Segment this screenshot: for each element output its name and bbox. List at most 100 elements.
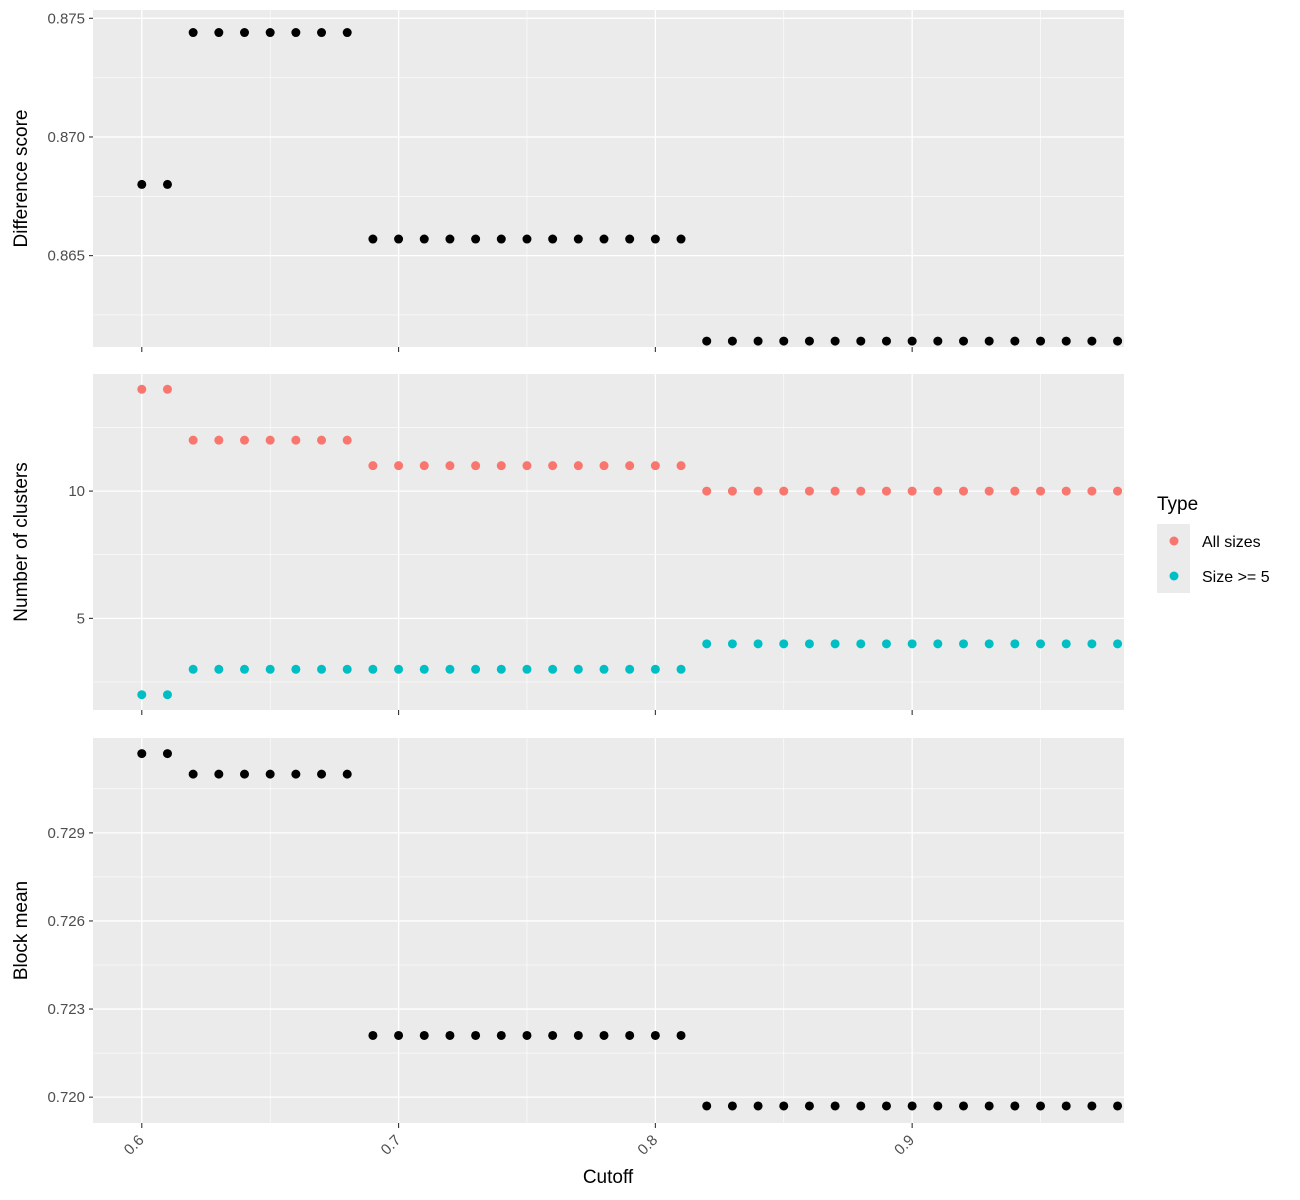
data-point [188, 664, 198, 674]
chart-panels: 0.865 0.870 0.875 Difference score 5 10 Number… [11, 10, 1124, 1159]
data-point [727, 486, 737, 496]
y-axis-title: Block mean [11, 881, 32, 980]
data-point [471, 461, 481, 471]
data-point [368, 461, 378, 471]
data-point [342, 769, 352, 779]
data-point [265, 28, 275, 38]
legend: Type All sizes Size >= 5 [1157, 494, 1270, 593]
data-point [265, 435, 275, 445]
data-point [702, 639, 712, 649]
data-point [445, 461, 455, 471]
data-point [753, 486, 763, 496]
data-point [137, 690, 147, 700]
panel-1: 0.865 0.870 0.875 Difference score [11, 10, 1124, 352]
y-tick-label: 0.875 [47, 10, 85, 27]
data-point [394, 461, 404, 471]
y-tick-label: 0.720 [47, 1089, 85, 1106]
data-point [933, 486, 943, 496]
data-point [702, 486, 712, 496]
data-point [1087, 336, 1097, 346]
data-point [1113, 639, 1123, 649]
data-point [753, 336, 763, 346]
data-point [856, 336, 866, 346]
data-point [419, 461, 429, 471]
data-point [1113, 486, 1123, 496]
data-point [933, 1101, 943, 1111]
data-point [137, 749, 147, 759]
data-point [727, 336, 737, 346]
legend-title: Type [1157, 494, 1198, 515]
data-point [779, 639, 789, 649]
data-point [599, 234, 609, 244]
data-point [240, 664, 250, 674]
legend-label-size-ge-5: Size >= 5 [1202, 569, 1270, 586]
data-point [162, 384, 172, 394]
y-tick-label: 0.865 [47, 248, 85, 265]
data-point [265, 664, 275, 674]
data-point [625, 234, 635, 244]
y-tick-label: 0.729 [47, 825, 85, 842]
panel-2: 5 10 Number of clusters [11, 374, 1124, 715]
data-point [188, 435, 198, 445]
data-point [342, 435, 352, 445]
data-point [317, 28, 327, 38]
data-point [1010, 336, 1020, 346]
data-point [779, 336, 789, 346]
data-point [650, 1030, 660, 1040]
data-point [394, 664, 404, 674]
data-point [650, 461, 660, 471]
data-point [1113, 336, 1123, 346]
y-tick-label: 0.723 [47, 1001, 85, 1018]
data-point [933, 639, 943, 649]
data-point [881, 639, 891, 649]
x-tick-label: 0.7 [378, 1132, 405, 1159]
data-point [881, 1101, 891, 1111]
data-point [779, 486, 789, 496]
data-point [650, 234, 660, 244]
data-point [599, 461, 609, 471]
legend-key-size-ge-5 [1169, 571, 1179, 581]
data-point [496, 234, 506, 244]
data-point [214, 769, 224, 779]
data-point [753, 1101, 763, 1111]
data-point [1036, 336, 1046, 346]
data-point [1061, 639, 1071, 649]
data-point [727, 1101, 737, 1111]
data-point [573, 234, 583, 244]
panel-background [93, 738, 1124, 1123]
y-axis-title: Difference score [11, 110, 32, 248]
data-point [984, 336, 994, 346]
data-point [162, 690, 172, 700]
data-point [830, 336, 840, 346]
data-point [1010, 1101, 1020, 1111]
data-point [368, 234, 378, 244]
data-point [753, 639, 763, 649]
y-tick-label: 0.870 [47, 129, 85, 146]
data-point [676, 1030, 686, 1040]
data-point [188, 769, 198, 779]
data-point [522, 461, 532, 471]
data-point [240, 769, 250, 779]
data-point [522, 234, 532, 244]
data-point [625, 1030, 635, 1040]
data-point [779, 1101, 789, 1111]
data-point [625, 461, 635, 471]
data-point [727, 639, 737, 649]
data-point [471, 234, 481, 244]
panel-background [93, 10, 1124, 347]
data-point [291, 769, 301, 779]
data-point [1061, 336, 1071, 346]
data-point [676, 234, 686, 244]
data-point [471, 664, 481, 674]
data-point [368, 664, 378, 674]
data-point [317, 435, 327, 445]
data-point [214, 28, 224, 38]
data-point [599, 664, 609, 674]
data-point [830, 1101, 840, 1111]
data-point [137, 384, 147, 394]
data-point [162, 179, 172, 189]
y-tick-label: 0.726 [47, 913, 85, 930]
data-point [959, 1101, 969, 1111]
data-point [522, 1030, 532, 1040]
data-point [1087, 486, 1097, 496]
